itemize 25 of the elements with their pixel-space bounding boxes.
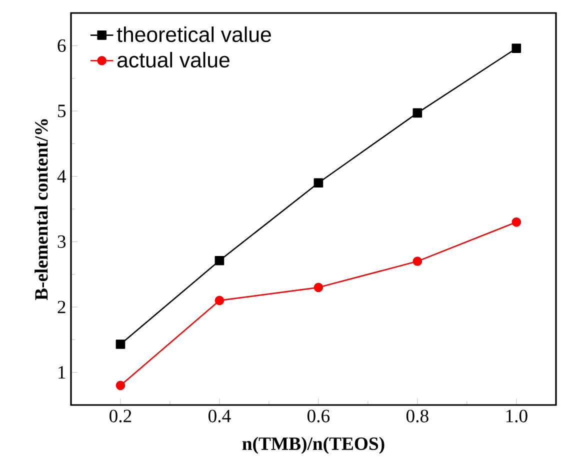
point <box>412 108 422 118</box>
y-axis-title: B-elemental content/% <box>34 119 48 300</box>
y-tick-label: 6 <box>58 39 66 52</box>
y-tick-label: 3 <box>58 235 66 248</box>
x-tick-label: 0.4 <box>208 410 231 422</box>
legend-label: theoretical value <box>116 26 271 42</box>
y-tick-label: 5 <box>58 104 66 118</box>
point <box>214 256 224 266</box>
point <box>214 296 224 306</box>
y-tick-label: 1 <box>58 366 66 378</box>
y-tick-label: 4 <box>57 170 66 182</box>
x-tick-label: 0.6 <box>307 410 330 422</box>
point <box>116 380 126 390</box>
x-tick-label: 0.8 <box>406 410 428 422</box>
point <box>116 340 126 349</box>
legend-label: actual value <box>117 52 230 68</box>
y-tick-label: 2 <box>58 300 66 314</box>
point <box>512 217 522 227</box>
point <box>314 178 324 188</box>
point <box>512 44 522 53</box>
x-tick-label: 1.0 <box>506 410 528 422</box>
point <box>314 282 324 292</box>
x-axis-title: n(TMB)/n(TEOS) <box>242 436 384 454</box>
x-tick-label: 0.2 <box>110 410 132 422</box>
point <box>412 256 422 266</box>
